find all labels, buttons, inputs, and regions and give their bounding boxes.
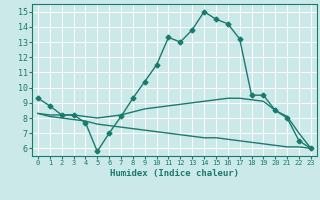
X-axis label: Humidex (Indice chaleur): Humidex (Indice chaleur) [110, 169, 239, 178]
